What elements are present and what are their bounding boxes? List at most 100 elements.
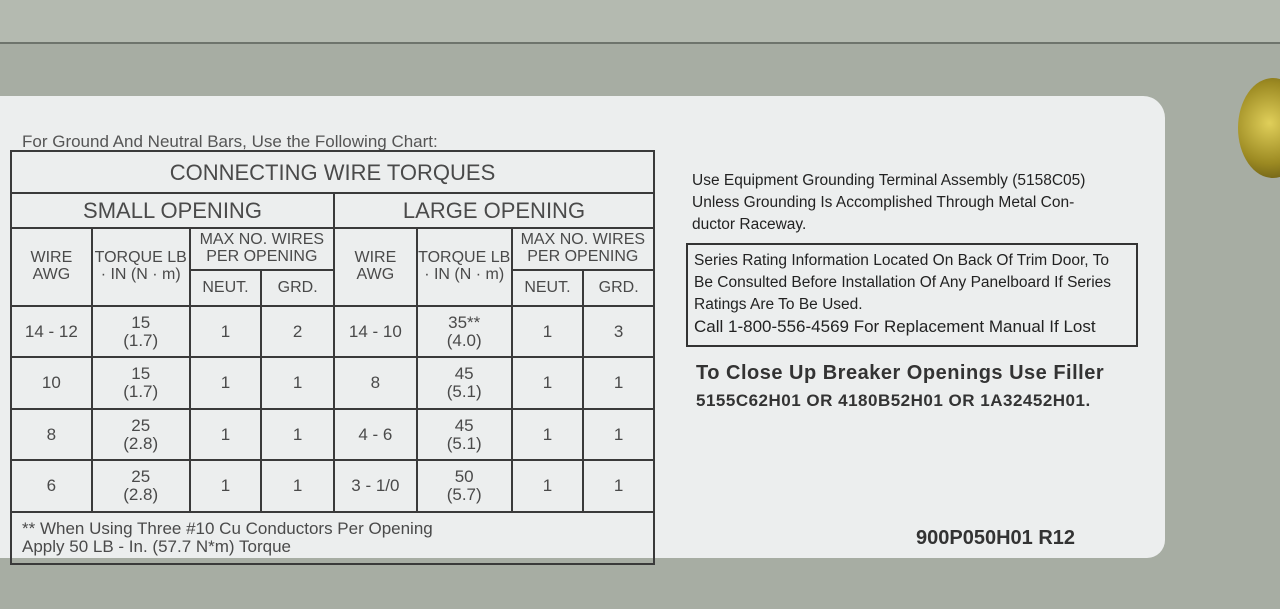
col-grd: GRD.	[582, 268, 655, 308]
cell-l-awg: 4 - 6	[332, 407, 418, 462]
cell-value: (4.0)	[446, 330, 482, 350]
col-max-wires: MAX NO. WIRES PER OPENING	[188, 226, 335, 271]
note-line: To Close Up Breaker Openings Use Filler	[696, 362, 1105, 384]
col-neut: NEUT.	[510, 268, 585, 308]
col-neut: NEUT.	[188, 268, 263, 308]
cell-value: 14 - 12	[24, 321, 78, 341]
cell-l-neut: 1	[510, 459, 585, 513]
cell-value: 6	[46, 475, 57, 495]
note-line: Use Equipment Grounding Terminal Assembl…	[692, 172, 1086, 189]
cell-l-torque: 45 (5.1)	[415, 356, 513, 410]
cell-value: 35**	[448, 312, 481, 332]
col-torque: TORQUE LB · IN (N · m)	[90, 226, 191, 308]
cell-value: 1	[613, 475, 624, 495]
col-grd: GRD.	[260, 268, 335, 308]
table-row: 14 - 12 15 (1.7) 1 2 14 - 10 35** (4.0) 1 3	[10, 305, 655, 359]
cell-value: 3	[613, 321, 624, 341]
cell-value: 8	[46, 424, 57, 444]
cell-s-awg: 14 - 12	[10, 305, 93, 359]
cell-s-grd: 2	[260, 305, 335, 359]
cell-s-neut: 1	[188, 407, 263, 462]
cell-value: 25	[131, 415, 151, 435]
col-wire-awg: WIRE AWG	[10, 226, 93, 308]
cell-value: 1	[542, 321, 553, 341]
cell-s-grd: 1	[260, 407, 335, 462]
footnote-line: Apply 50 LB - In. (57.7 N*m) Torque	[22, 536, 291, 556]
footnote-line: ** When Using Three #10 Cu Conductors Pe…	[22, 518, 433, 538]
cell-s-awg: 10	[10, 356, 93, 410]
cell-value: (2.8)	[123, 433, 159, 453]
cell-l-awg: 8	[332, 356, 418, 410]
note-line: Call 1-800-556-4569 For Replacement Manu…	[694, 317, 1096, 336]
part-number: 900P050H01 R12	[916, 527, 1076, 549]
cell-value: 1	[220, 321, 231, 341]
cell-value: 15	[131, 364, 151, 384]
note-line: Ratings Are To Be Used.	[694, 296, 863, 313]
cell-l-awg: 14 - 10	[332, 305, 418, 359]
panel-top-edge	[0, 0, 1280, 44]
cell-value: 10	[41, 373, 61, 393]
cell-value: 45	[454, 364, 474, 384]
col-max-wires: MAX NO. WIRES PER OPENING	[510, 226, 656, 271]
cell-s-torque: 25 (2.8)	[90, 459, 191, 513]
cell-s-neut: 1	[188, 356, 263, 410]
large-opening-header: LARGE OPENING	[332, 192, 656, 229]
bolt-head	[1238, 78, 1280, 178]
note-line: 5155C62H01 OR 4180B52H01 OR 1A32452H01.	[696, 391, 1091, 410]
chart-intro: For Ground And Neutral Bars, Use the Fol…	[22, 132, 438, 151]
grounding-note: Use Equipment Grounding Terminal Assembl…	[692, 170, 1085, 236]
cell-s-awg: 6	[10, 459, 93, 513]
cell-s-torque: 15 (1.7)	[90, 305, 191, 359]
note-line: Unless Grounding Is Accomplished Through…	[692, 194, 1075, 211]
cell-value: 1	[220, 424, 231, 444]
cell-l-neut: 1	[510, 407, 585, 462]
cell-value: 1	[613, 424, 624, 444]
series-rating-note: Series Rating Information Located On Bac…	[694, 250, 1111, 338]
cell-l-grd: 1	[582, 459, 655, 513]
cell-value: (1.7)	[123, 382, 159, 402]
cell-l-grd: 1	[582, 407, 655, 462]
cell-s-grd: 1	[260, 356, 335, 410]
cell-value: 1	[292, 475, 303, 495]
cell-value: 15	[131, 312, 151, 332]
cell-value: 1	[613, 373, 624, 393]
cell-l-grd: 1	[582, 356, 655, 410]
cell-l-neut: 1	[510, 305, 585, 359]
note-line: Be Consulted Before Installation Of Any …	[694, 274, 1112, 291]
table-title: CONNECTING WIRE TORQUES	[10, 149, 655, 195]
cell-value: 3 - 1/0	[351, 475, 400, 495]
note-line: ductor Raceway.	[692, 216, 807, 233]
series-rating-box	[686, 243, 1138, 347]
cell-s-torque: 15 (1.7)	[90, 356, 191, 410]
torque-table: CONNECTING WIRE TORQUES SMALL OPENING LAR…	[10, 149, 656, 566]
cell-value: 8	[370, 373, 381, 393]
small-opening-header: SMALL OPENING	[10, 192, 335, 229]
table-row: 8 25 (2.8) 1 1 4 - 6 45 (5.1) 1 1	[10, 407, 655, 462]
note-line: Series Rating Information Located On Bac…	[694, 252, 1109, 269]
cell-value: 50	[454, 467, 474, 487]
cell-value: 4 - 6	[358, 424, 393, 444]
cell-value: 1	[542, 475, 553, 495]
cell-s-neut: 1	[188, 459, 263, 513]
cell-value: 1	[542, 373, 553, 393]
cell-l-neut: 1	[510, 356, 585, 410]
cell-value: 1	[220, 373, 231, 393]
col-torque: TORQUE LB · IN (N · m)	[415, 226, 513, 308]
filler-note: To Close Up Breaker Openings Use Filler …	[696, 360, 1104, 414]
table-row: 6 25 (2.8) 1 1 3 - 1/0 50 (5.7) 1 1	[10, 459, 655, 513]
footnote: ** When Using Three #10 Cu Conductors Pe…	[10, 510, 655, 566]
cell-value: 1	[292, 424, 303, 444]
cell-value: (2.8)	[123, 484, 159, 504]
cell-value: 2	[292, 321, 303, 341]
cell-l-awg: 3 - 1/0	[332, 459, 418, 513]
cell-value: 25	[131, 467, 151, 487]
table-row: 10 15 (1.7) 1 1 8 45 (5.1) 1 1	[10, 356, 655, 410]
cell-value: 45	[454, 415, 474, 435]
cell-value: (5.1)	[446, 382, 482, 402]
cell-l-torque: 50 (5.7)	[415, 459, 513, 513]
cell-l-torque: 35** (4.0)	[415, 305, 513, 359]
cell-s-torque: 25 (2.8)	[90, 407, 191, 462]
cell-s-awg: 8	[10, 407, 93, 462]
cell-l-grd: 3	[582, 305, 655, 359]
col-wire-awg: WIRE AWG	[332, 226, 418, 308]
